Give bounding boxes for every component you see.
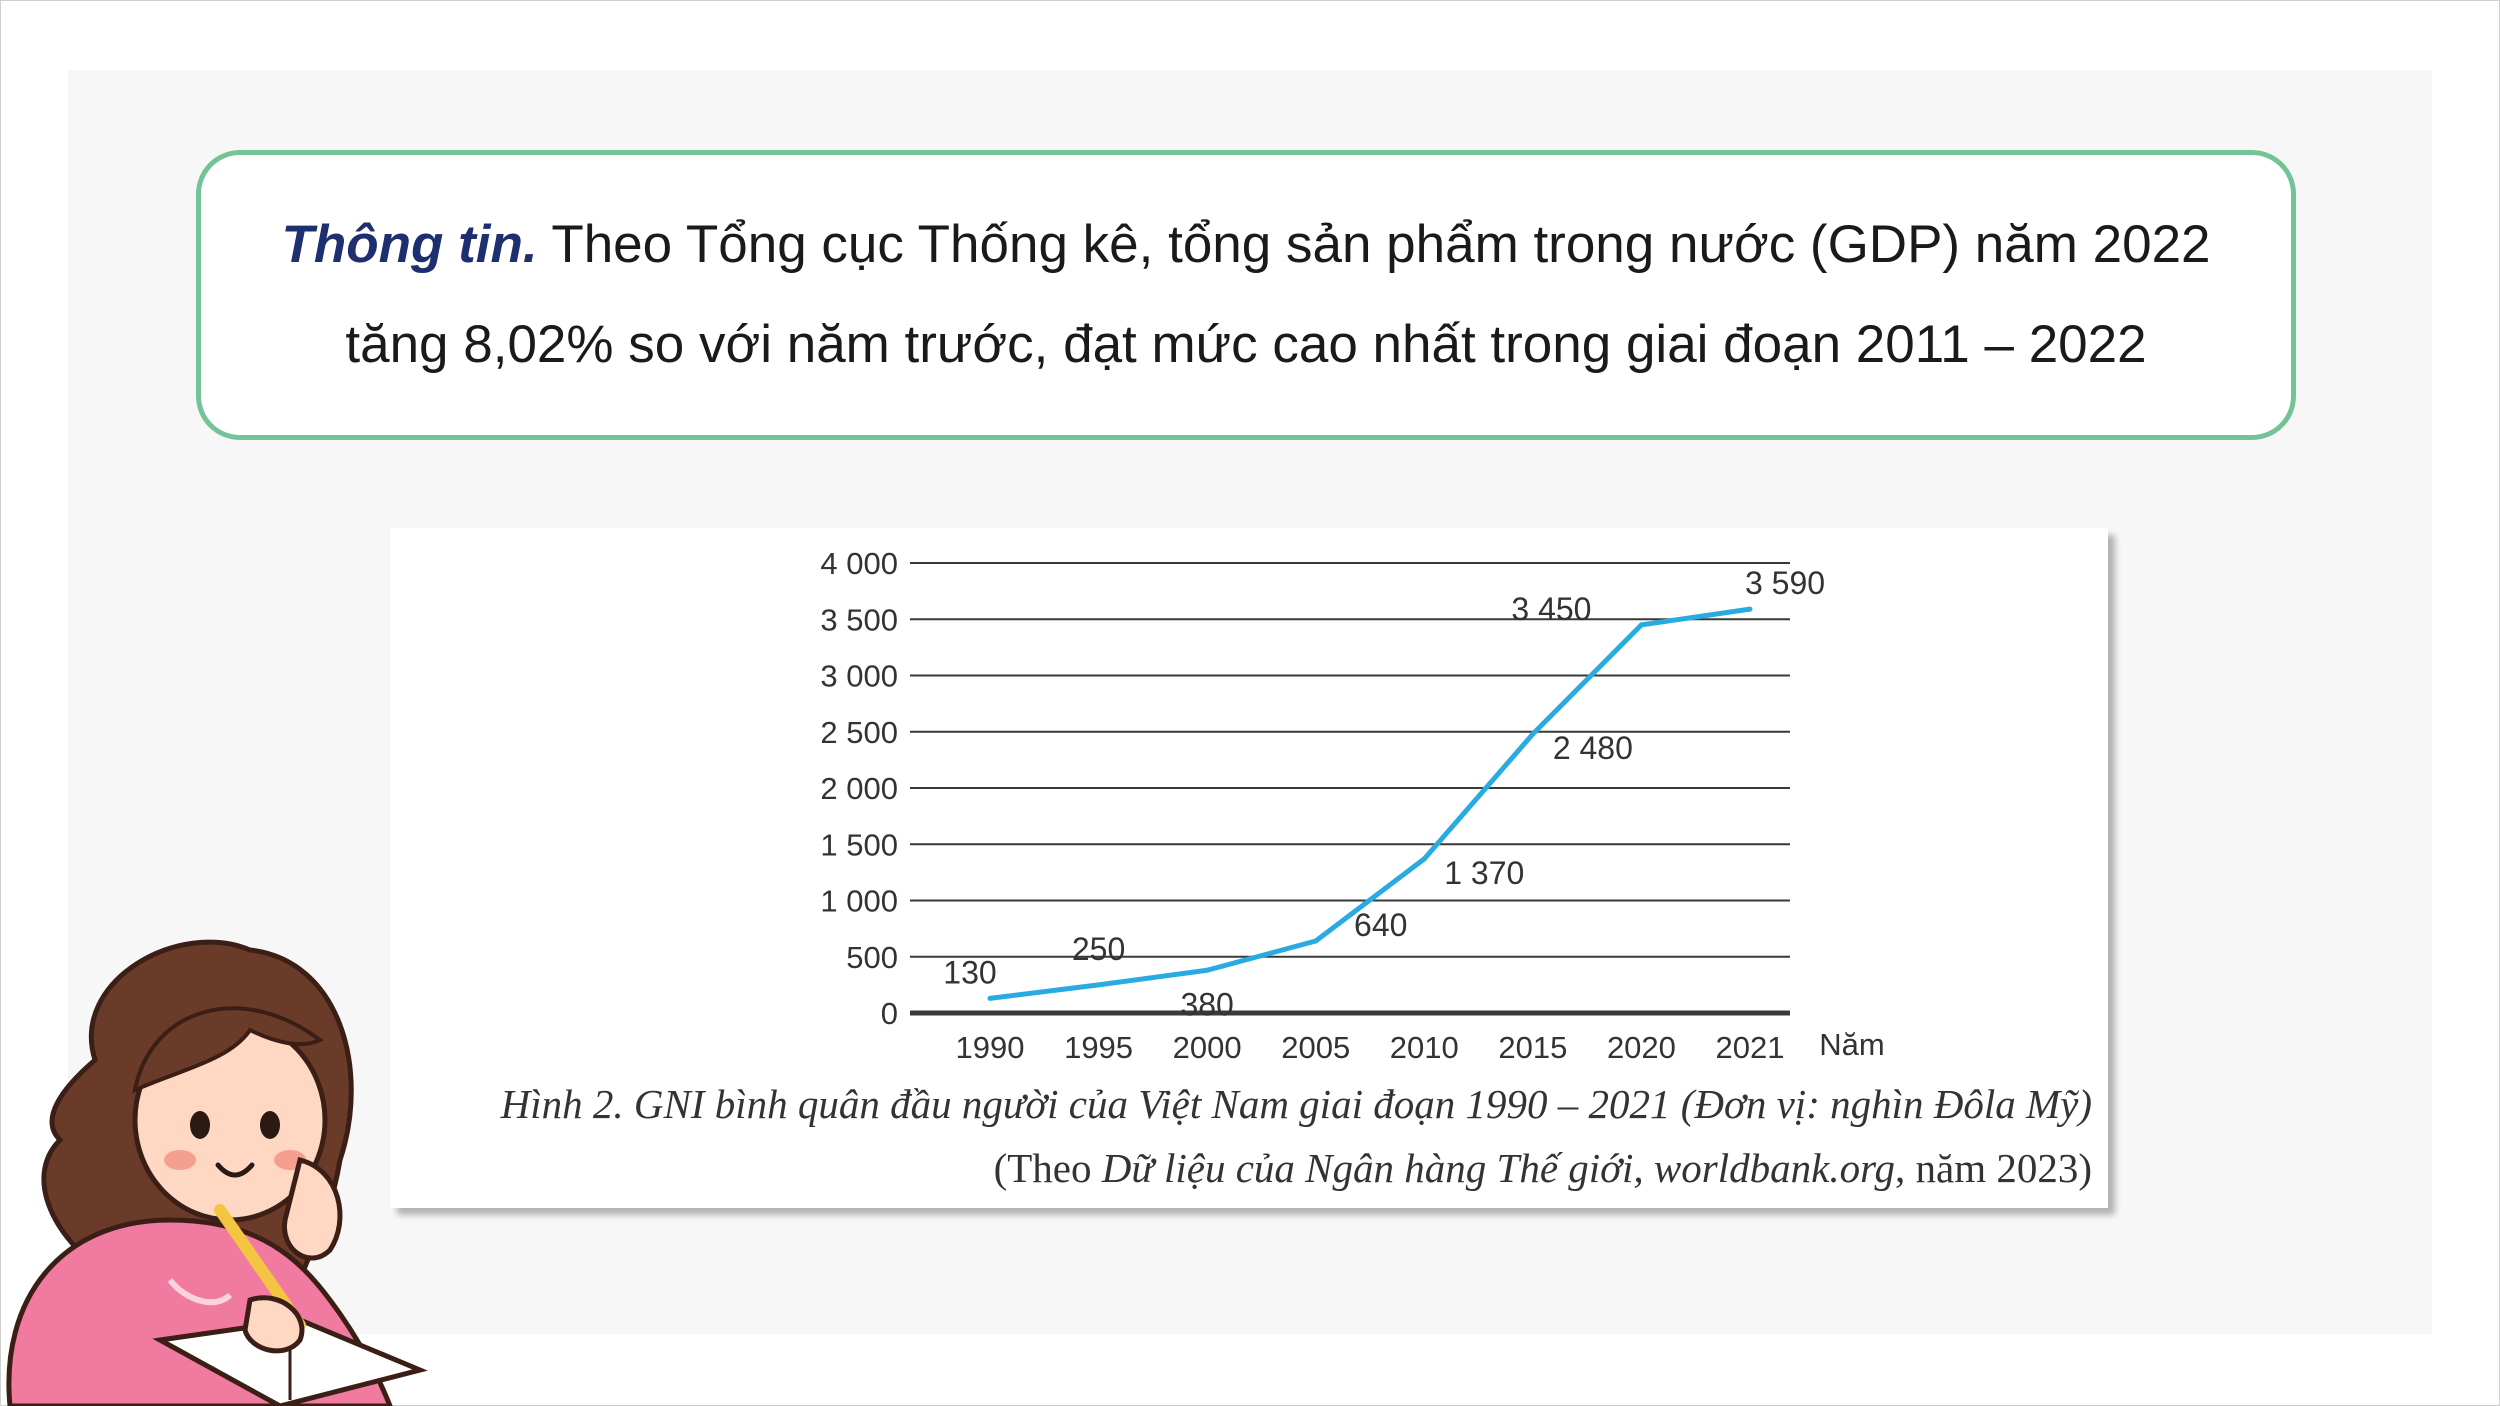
x-tick-label: 2000 [1173,1030,1242,1065]
data-label: 3 450 [1511,591,1591,627]
source-title: Dữ liệu của Ngân hàng Thế giới, worldban… [1101,1145,1895,1191]
left-eye [190,1111,210,1139]
y-tick-label: 500 [846,940,898,975]
hand-on-cheek [282,1156,343,1261]
y-tick-label: 2 000 [820,771,898,806]
x-tick-label: 2020 [1607,1030,1676,1065]
info-text: Theo Tổng cục Thống kê, tổng sản phẩm tr… [345,215,2211,374]
figure-card: 0 500 1 000 1 500 2 000 2 500 3 000 3 500 4 000 1… [390,528,2108,1208]
x-tick-label: 2021 [1716,1030,1785,1065]
x-tick-label: 2005 [1281,1030,1350,1065]
data-point [987,995,993,1001]
y-tick-label: 4 000 [820,546,898,581]
info-box: Thông tin. Theo Tổng cục Thống kê, tổng … [196,150,2296,440]
y-tick-label: 0 [881,996,898,1031]
y-tick-label: 1 000 [820,884,898,919]
x-tick-label: 2015 [1498,1030,1567,1065]
data-point [1638,622,1644,628]
data-point [1530,731,1536,737]
figure-caption: Hình 2. GNI bình quân đầu người của Việt… [500,1081,2092,1127]
x-tick-label: 1995 [1064,1030,1133,1065]
y-tick-label: 3 500 [820,602,898,637]
left-cheek [164,1150,196,1170]
y-tick-label: 3 000 [820,659,898,694]
x-axis-label: Năm [1819,1027,1884,1062]
data-label: 380 [1180,986,1233,1022]
source-open: (Theo [993,1145,1102,1191]
gni-line-chart: 0 500 1 000 1 500 2 000 2 500 3 000 3 500 4 000 1… [820,546,1884,1065]
source-close: , năm 2023) [1895,1145,2092,1191]
y-tick-label: 2 500 [820,715,898,750]
x-tick-label: 2010 [1390,1030,1459,1065]
data-label: 640 [1354,907,1407,943]
y-tick-label: 1 500 [820,827,898,862]
writing-hand [242,1295,305,1354]
data-label: 2 480 [1553,730,1633,766]
info-paragraph: Thông tin. Theo Tổng cục Thống kê, tổng … [231,195,2261,395]
info-label: Thông tin. [281,215,538,274]
data-label: 3 590 [1745,565,1825,601]
bangs [132,1006,324,1094]
data-label: 1 370 [1444,855,1524,891]
right-eye [260,1111,280,1139]
data-point [1747,606,1753,612]
data-point [1421,856,1427,862]
source-note: (Theo Dữ liệu của Ngân hàng Thế giới, wo… [390,1144,2092,1192]
data-label: 250 [1072,931,1125,967]
data-point [1204,967,1210,973]
smile [215,1162,255,1178]
x-tick-label: 1990 [956,1030,1025,1065]
sweater-stripe [167,1278,233,1306]
data-point [1096,982,1102,988]
studying-girl-illustration [6,939,428,1406]
gni-series-line [989,606,1751,1001]
data-point [1313,938,1319,944]
data-label: 130 [943,954,996,990]
